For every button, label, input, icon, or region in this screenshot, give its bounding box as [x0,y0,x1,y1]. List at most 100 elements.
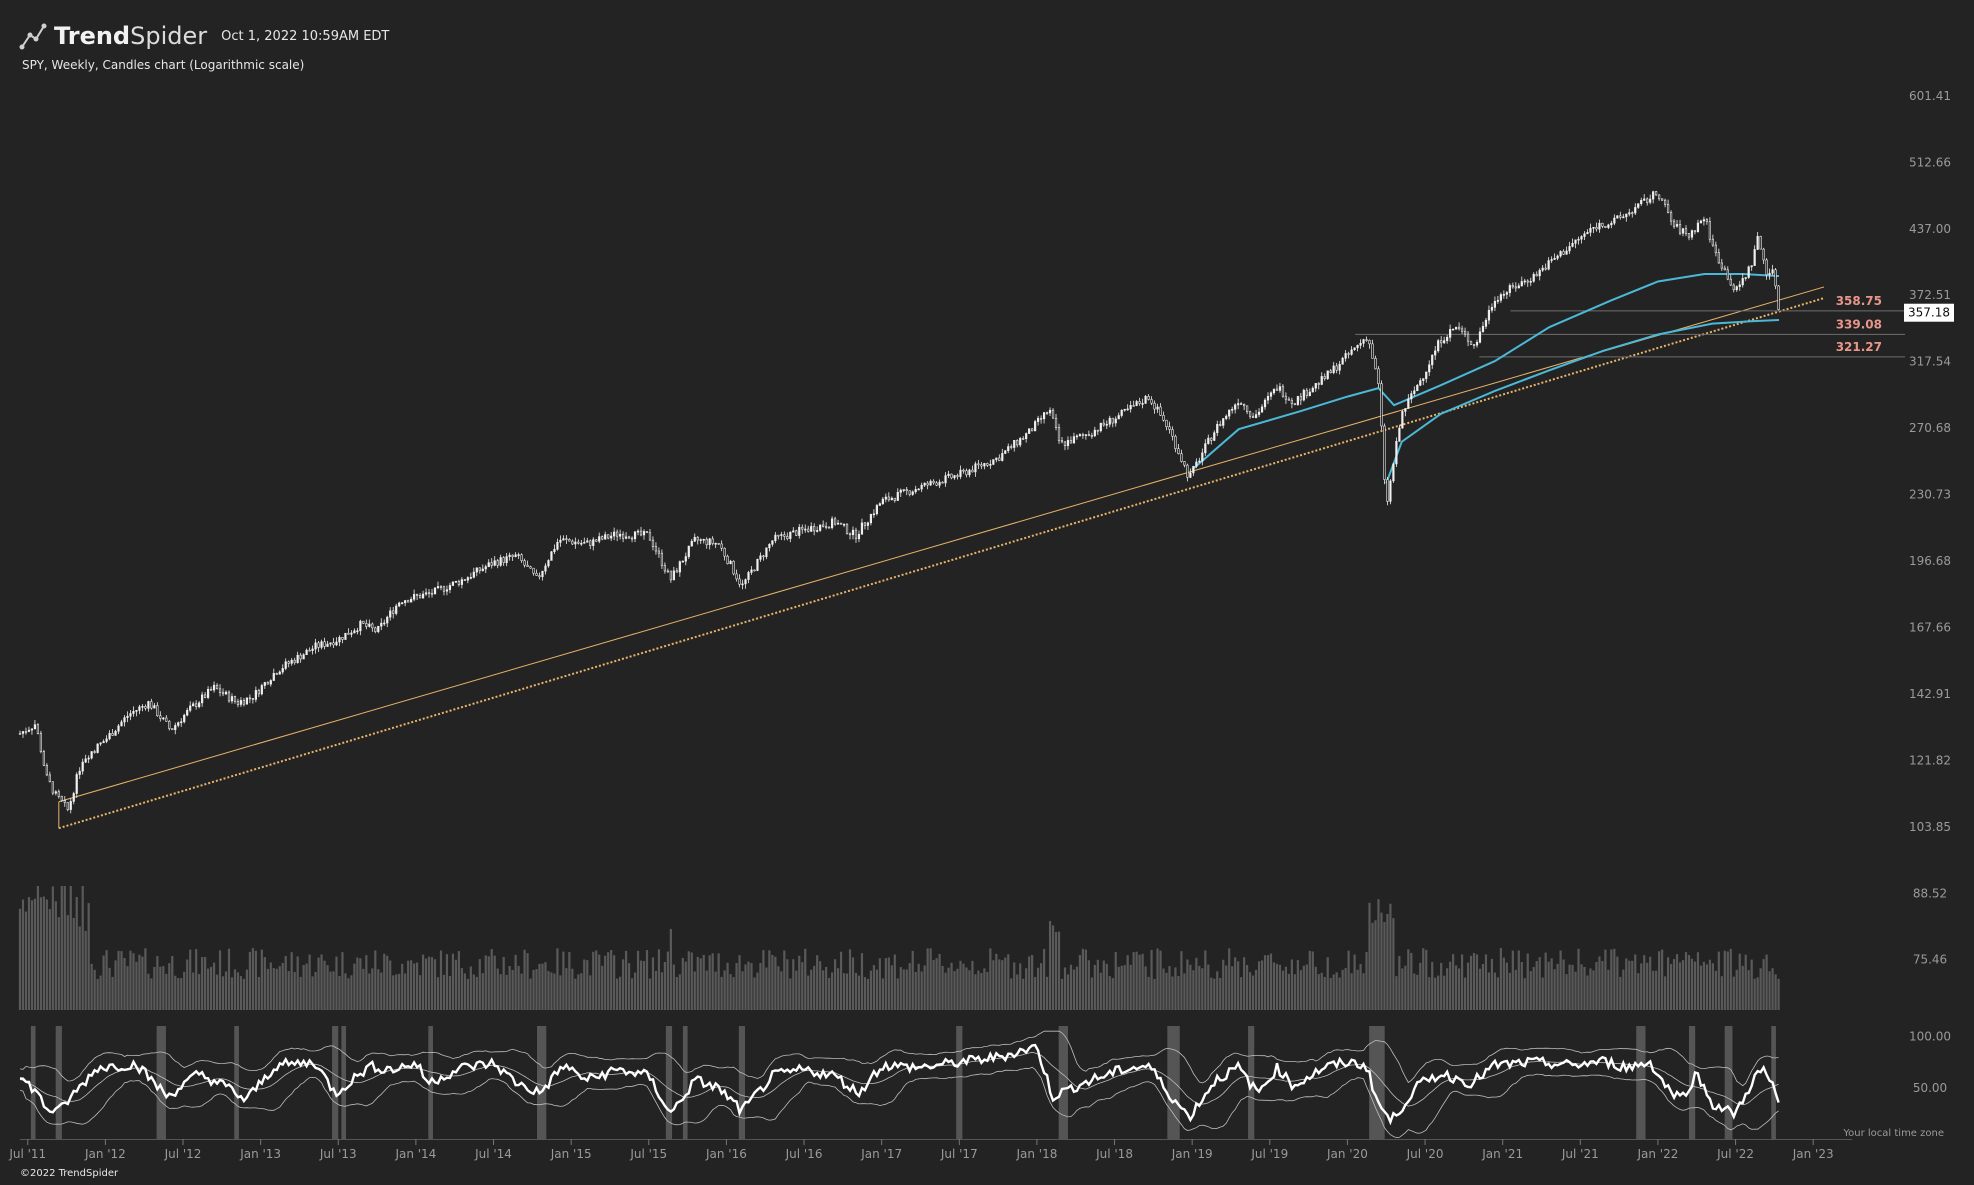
candle [129,710,132,721]
candle [383,619,386,626]
volume-bar [1177,976,1180,1010]
volume-bar [1383,922,1386,1010]
volume-bar [938,954,941,1010]
candle [1383,423,1386,485]
candle [571,539,574,546]
candle [878,502,881,506]
volume-bar [60,886,63,1010]
volume-bar [1702,961,1706,1010]
candle [1437,339,1440,353]
candle [1759,235,1762,250]
candle [586,537,589,543]
volume-bar [744,964,747,1010]
candle [1675,219,1679,228]
volume-bar [436,977,440,1010]
volume-bar [212,962,216,1010]
candle [499,554,502,567]
candle [78,767,81,780]
volume-bar [1314,966,1317,1010]
price-tick-label: 88.52 [1913,886,1947,900]
volume-bar [681,957,684,1010]
candle [1129,400,1132,413]
moving-average-line[interactable] [1385,319,1780,484]
rsi-tick-label: 100.00 [1909,1029,1951,1043]
candle [1678,219,1682,236]
volume-bar [917,963,920,1010]
candle [245,697,249,705]
candle [1299,393,1302,406]
candle [1371,339,1374,359]
candle [989,459,992,469]
candle [845,523,849,535]
volume-bar [1001,960,1004,1010]
volume-bar [263,957,266,1010]
volume-bar [857,975,861,1010]
solid-trendline[interactable] [58,286,1825,803]
volume-bar [162,966,165,1010]
candle [1257,408,1261,418]
volume-bar [1559,950,1562,1010]
candle [1263,398,1267,410]
volume-bar [1729,948,1732,1010]
time-tick-label: Jul '20 [1406,1147,1444,1161]
brand-light: Spider [130,22,208,50]
candle [523,558,526,568]
dotted-trendline[interactable] [58,297,1825,830]
volume-bar [520,973,523,1010]
volume-bar [129,950,132,1010]
candle [1037,415,1040,426]
candle [651,536,655,551]
volume-bar [475,976,478,1010]
candle [550,551,553,561]
time-tick-label: Jan '16 [705,1147,747,1161]
rsi-shaded-period [30,1026,36,1140]
candle [398,601,401,608]
volume-bar [281,962,284,1010]
candle [890,496,893,501]
candle [475,567,478,577]
candle [514,552,517,558]
candle [848,532,852,540]
candle [1580,235,1583,244]
volume-bar [974,974,977,1010]
candle [1562,249,1565,255]
volume-bar [1278,964,1282,1010]
time-tick-label: Jan '12 [84,1147,126,1161]
volume-bar [541,963,544,1010]
candle [1702,216,1706,226]
volume-bar [189,949,192,1010]
volume-bar [675,977,678,1010]
candle [1338,360,1341,375]
volume-bar [93,969,96,1010]
volume-bar [601,965,604,1010]
volume-bar [777,966,780,1010]
volume-bar [577,974,580,1010]
candle [224,690,228,696]
moving-average-line[interactable] [1191,273,1780,471]
candle [833,516,837,526]
candle [335,637,338,647]
rsi-line[interactable] [19,1043,1780,1126]
volume-bar [1460,954,1464,1010]
volume-bar [547,971,550,1010]
candle [1120,409,1123,418]
candle [1105,420,1108,429]
candle [920,482,923,493]
candle [206,686,210,700]
volume-bar [920,971,923,1010]
volume-bar [995,953,998,1010]
candle [1144,394,1147,404]
volume-bar [586,960,589,1010]
candle [1368,339,1371,349]
volume-bar [230,977,234,1010]
volume-bar [275,968,278,1010]
candle [1075,434,1079,440]
time-tick-label: Jan '20 [1326,1147,1368,1161]
volume-bar [1431,961,1434,1010]
candle [1625,213,1628,222]
candle [1410,390,1413,404]
candle [553,544,556,554]
candle [1225,414,1228,421]
candle [1165,419,1168,431]
